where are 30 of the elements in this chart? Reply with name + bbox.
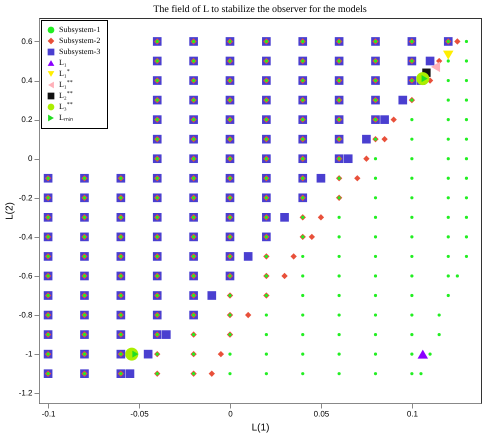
y-tick-label: -1.2 xyxy=(18,388,34,398)
legend-label: L₁$^{*}$ xyxy=(59,69,70,78)
x-axis-title: L(1) xyxy=(252,422,270,434)
y-axis-title: L(2) xyxy=(4,202,16,220)
point xyxy=(418,350,428,359)
y-tick-label: -0.8 xyxy=(18,310,34,320)
legend-label: L₂$^{**}$ xyxy=(59,91,73,100)
y-tick-label: -1 xyxy=(25,350,34,359)
point xyxy=(430,62,440,72)
legend-label: Subsystem-2 xyxy=(59,36,100,45)
y-tick-label: -0.2 xyxy=(18,193,34,202)
point xyxy=(443,50,454,60)
y-tick-label: -0.6 xyxy=(18,271,34,280)
x-tick-label: -0.1 xyxy=(42,410,56,418)
legend-label: Lₘᵢₙ xyxy=(59,113,74,122)
legend-label: L₃$^{**}$ xyxy=(59,102,73,111)
chart-title: The field of L to stabilize the observer for the models xyxy=(153,4,367,15)
x-tick-label: 0.1 xyxy=(406,410,418,418)
legend-label: Subsystem-3 xyxy=(59,47,100,56)
legend-label: L₁$^{**}$ xyxy=(59,80,73,89)
y-tick-label: 0.2 xyxy=(21,115,34,124)
y-tick-label: 0 xyxy=(28,154,34,164)
x-tick-label: -0.05 xyxy=(130,410,150,418)
y-tick-label: 0.4 xyxy=(21,76,34,86)
legend-label: Subsystem-1 xyxy=(59,25,100,34)
x-tick-label: 0.05 xyxy=(314,410,330,418)
legend-label: L₁ xyxy=(59,58,67,67)
y-tick-label: 0.6 xyxy=(21,36,34,46)
y-tick-label: -0.4 xyxy=(18,232,34,242)
x-tick-label: 0 xyxy=(228,410,234,418)
